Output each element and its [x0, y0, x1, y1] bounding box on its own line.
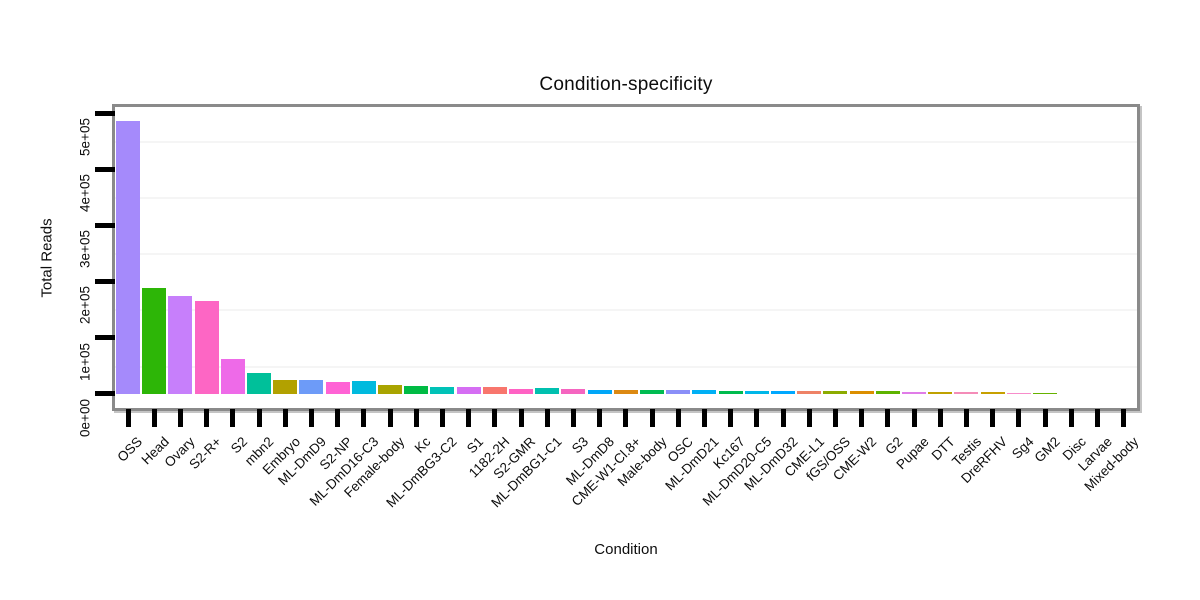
x-axis-tick: [492, 409, 498, 427]
bar: [928, 392, 953, 394]
y-axis-tick: [95, 391, 115, 397]
bar: [692, 390, 717, 394]
x-axis-tick: [1121, 409, 1127, 427]
x-axis-tick: [1068, 409, 1074, 427]
bar: [613, 389, 638, 394]
bar: [771, 390, 795, 394]
x-axis-tick: [990, 409, 996, 427]
x-axis-tick: [859, 409, 865, 427]
x-axis-tick: [1042, 409, 1048, 427]
x-axis-tick: [544, 409, 550, 427]
bar: [666, 389, 691, 394]
y-tick-label: 3e+05: [77, 230, 93, 269]
x-tick-label: Sg4: [1008, 434, 1037, 462]
bar: [1033, 392, 1057, 394]
x-axis-tick: [675, 409, 681, 427]
x-axis-tick: [963, 409, 969, 427]
bar: [299, 380, 324, 394]
x-axis-tick: [806, 409, 812, 427]
y-axis-tick: [95, 110, 115, 116]
x-axis-tick: [387, 409, 393, 427]
x-axis-tick: [649, 409, 655, 427]
y-tick-label: 5e+05: [77, 118, 93, 157]
bar: [587, 389, 612, 394]
x-axis-tick: [282, 409, 288, 427]
minor-gridline: [115, 141, 1137, 144]
bar: [535, 388, 560, 394]
bar: [902, 391, 926, 394]
x-axis-tick: [1016, 409, 1022, 427]
bar: [142, 287, 167, 394]
x-axis-tick: [754, 409, 760, 427]
x-axis-tick: [413, 409, 419, 427]
x-axis-tick: [177, 409, 183, 427]
x-axis-tick: [466, 409, 472, 427]
minor-gridline: [115, 197, 1137, 200]
minor-gridline: [115, 253, 1137, 256]
x-axis-tick: [308, 409, 314, 427]
x-tick-label: GM2: [1031, 434, 1063, 466]
x-axis-tick: [911, 409, 917, 427]
bar: [509, 388, 533, 394]
y-tick-label: 0e+00: [77, 398, 93, 437]
bar: [168, 295, 193, 394]
bar: [954, 392, 979, 394]
y-axis-tick: [95, 335, 115, 340]
plot-panel: [112, 104, 1140, 411]
y-tick-label: 2e+05: [77, 286, 93, 325]
x-axis-tick: [728, 409, 734, 427]
y-axis-tick: [95, 222, 115, 228]
bar: [351, 381, 376, 394]
x-axis-tick: [701, 409, 707, 427]
bar: [273, 379, 298, 394]
x-axis-tick: [335, 409, 341, 427]
bar: [378, 385, 402, 394]
x-axis-tick: [230, 409, 236, 427]
x-axis-tick: [518, 409, 524, 427]
minor-gridline: [115, 365, 1137, 368]
x-axis-tick: [361, 409, 367, 427]
bar: [325, 382, 350, 394]
y-tick-label: 4e+05: [77, 174, 93, 213]
bar: [797, 391, 822, 394]
bar: [849, 391, 874, 394]
y-axis-tick: [95, 166, 115, 172]
y-axis-tick: [95, 278, 115, 284]
bar: [718, 390, 743, 394]
bar: [456, 387, 481, 394]
x-axis-tick: [780, 409, 786, 427]
bar: [482, 386, 507, 394]
x-axis-tick: [885, 409, 891, 427]
bar: [823, 391, 848, 394]
bar: [561, 389, 586, 394]
bar: [404, 386, 429, 394]
x-axis-tick: [597, 409, 603, 427]
chart-title: Condition-specificity: [539, 74, 713, 95]
x-axis-tick: [832, 409, 838, 427]
bar: [220, 359, 245, 394]
bar: [194, 301, 219, 394]
bar: [1006, 392, 1031, 394]
x-axis-tick: [439, 409, 445, 427]
minor-gridline: [115, 309, 1137, 312]
bar: [744, 390, 769, 394]
y-axis-title: Total Reads: [38, 218, 56, 298]
bar: [430, 386, 455, 394]
x-axis-tick: [204, 409, 210, 427]
x-axis-tick: [256, 409, 262, 427]
bar: [640, 389, 664, 394]
x-axis-tick: [570, 409, 576, 427]
x-axis-tick: [151, 409, 157, 427]
x-axis-tick: [937, 409, 943, 427]
bar: [875, 391, 900, 394]
x-axis-tick: [125, 409, 131, 427]
x-axis-tick: [1094, 409, 1100, 427]
x-axis-tick: [623, 409, 629, 427]
bar: [247, 372, 271, 394]
y-tick-label: 1e+05: [77, 342, 93, 381]
bar: [116, 120, 140, 394]
bar: [980, 392, 1005, 394]
x-axis-title: Condition: [594, 541, 658, 558]
